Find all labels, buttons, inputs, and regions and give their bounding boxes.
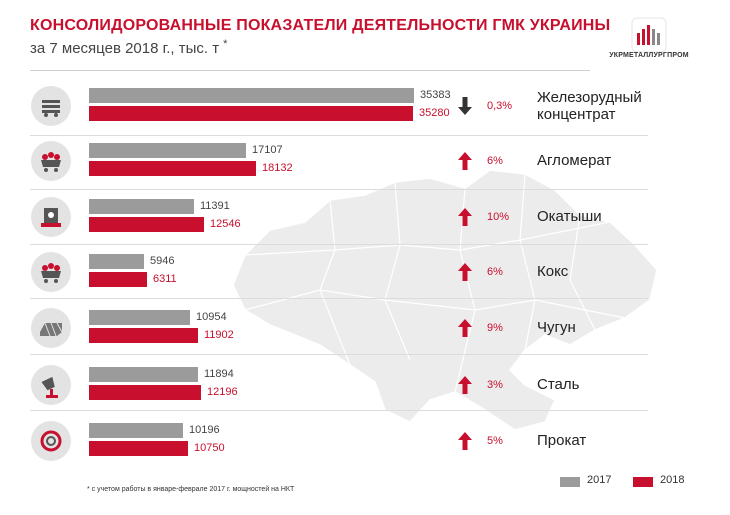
category-icon-circle xyxy=(31,141,71,181)
value-label-2018: 35280 xyxy=(419,107,450,119)
chart-title: КОНСОЛИДОРОВАННЫЕ ПОКАЗАТЕЛИ ДЕЯТЕЛЬНОСТ… xyxy=(30,17,611,34)
bar-2018 xyxy=(89,328,198,343)
row-separator xyxy=(30,189,648,190)
coke-cart-icon xyxy=(41,263,61,283)
row-separator xyxy=(30,298,648,299)
change-percent: 6% xyxy=(487,266,503,278)
bar-2017 xyxy=(89,88,414,103)
footnote: * с учетом работы в январе-феврале 2017 … xyxy=(87,486,295,493)
bar-2018 xyxy=(89,272,147,287)
change-percent: 3% xyxy=(487,379,503,391)
header-rule xyxy=(30,70,590,71)
change-percent: 9% xyxy=(487,322,503,334)
arrow-up-icon xyxy=(458,208,472,226)
ore-cart-icon xyxy=(42,100,60,117)
bar-2018 xyxy=(89,217,204,232)
bar-2018 xyxy=(89,385,201,400)
legend-label-2018: 2018 xyxy=(660,474,685,486)
row-separator xyxy=(30,244,648,245)
change-percent: 0,3% xyxy=(487,100,513,112)
arrow-down-icon xyxy=(458,97,472,115)
value-label-2017: 10196 xyxy=(189,424,220,436)
change-percent: 6% xyxy=(487,155,503,167)
value-label-2017: 17107 xyxy=(252,144,283,156)
bar-2018 xyxy=(89,106,413,121)
ukrmetallurgprom-logo-icon xyxy=(631,17,667,53)
category-icon-circle xyxy=(31,421,71,461)
category-icon-circle xyxy=(31,197,71,237)
bar-2017 xyxy=(89,423,183,438)
category-icon-circle xyxy=(31,252,71,292)
bar-2017 xyxy=(89,367,198,382)
rolled-coil-icon xyxy=(40,430,62,452)
value-label-2018: 11902 xyxy=(204,329,234,341)
change-percent: 10% xyxy=(487,211,510,223)
value-label-2017: 10954 xyxy=(196,311,227,323)
steel-ladle-icon xyxy=(41,376,58,398)
value-label-2018: 12196 xyxy=(207,386,238,398)
value-label-2018: 18132 xyxy=(262,162,293,174)
bar-2017 xyxy=(89,143,246,158)
subtitle-footnote-mark: * xyxy=(223,38,228,50)
value-label-2017: 11391 xyxy=(200,200,230,212)
arrow-up-icon xyxy=(458,432,472,450)
bar-2017 xyxy=(89,199,194,214)
bar-2018 xyxy=(89,161,256,176)
row-separator xyxy=(30,135,648,136)
value-label-2018: 10750 xyxy=(194,442,225,454)
pellet-furnace-icon xyxy=(41,208,61,227)
row-separator xyxy=(30,354,648,355)
arrow-up-icon xyxy=(458,319,472,337)
legend-swatch-2017 xyxy=(560,477,580,487)
bar-2017 xyxy=(89,310,190,325)
arrow-up-icon xyxy=(458,152,472,170)
bar-2018 xyxy=(89,441,188,456)
value-label-2018: 12546 xyxy=(210,218,241,230)
value-label-2018: 6311 xyxy=(153,273,177,285)
legend-swatch-2018 xyxy=(633,477,653,487)
bar-2017 xyxy=(89,254,144,269)
arrow-up-icon xyxy=(458,263,472,281)
category-label: Прокат xyxy=(537,432,587,449)
value-label-2017: 5946 xyxy=(150,255,175,267)
category-label: Чугун xyxy=(537,319,576,336)
category-label: Кокс xyxy=(537,263,569,280)
subtitle-text: за 7 месяцев 2018 г., тыс. т xyxy=(30,40,220,57)
pig-iron-icon xyxy=(40,322,63,337)
chart-subtitle: за 7 месяцев 2018 г., тыс. т * xyxy=(30,38,228,57)
category-label: Агломерат xyxy=(537,152,612,169)
arrow-up-icon xyxy=(458,376,472,394)
category-icon-circle xyxy=(31,365,71,405)
category-icon-circle xyxy=(31,86,71,126)
category-label: Окатыши xyxy=(537,208,602,225)
change-percent: 5% xyxy=(487,435,503,447)
ukraine-map-icon xyxy=(232,169,658,431)
row-separator xyxy=(30,410,648,411)
legend-label-2017: 2017 xyxy=(587,474,612,486)
category-label: Сталь xyxy=(537,376,580,393)
value-label-2017: 35383 xyxy=(420,89,451,101)
sinter-cart-icon xyxy=(41,152,61,172)
logo-text: УКРМЕТАЛЛУРГПРОМ xyxy=(609,52,689,59)
category-label: Железорудный концентрат xyxy=(537,89,642,123)
value-label-2017: 11894 xyxy=(204,368,234,380)
category-icon-circle xyxy=(31,308,71,348)
